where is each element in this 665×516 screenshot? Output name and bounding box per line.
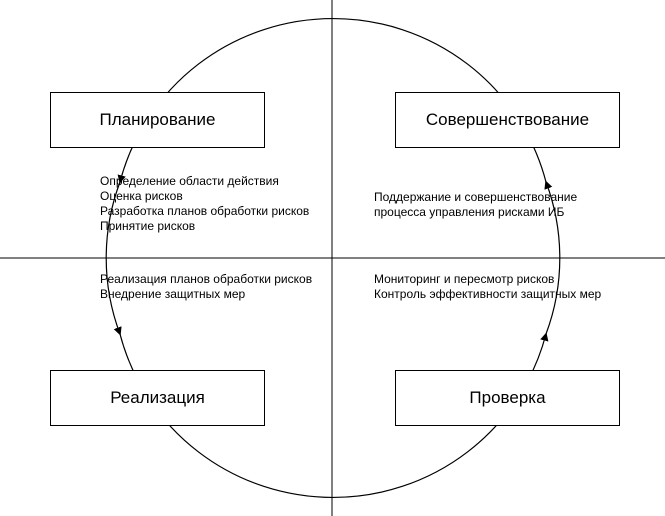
box-realization: Реализация [50,370,265,426]
axes-and-arcs [0,0,665,516]
desc-check: Мониторинг и пересмотр рисков Контроль э… [374,272,634,302]
box-improvement: Совершенствование [395,92,620,148]
box-check: Проверка [395,370,620,426]
box-improvement-label: Совершенствование [426,110,589,130]
box-realization-label: Реализация [110,388,205,408]
box-planning-label: Планирование [99,110,215,130]
desc-planning: Определение области действия Оценка риск… [100,174,325,234]
box-planning: Планирование [50,92,265,148]
diagram-stage: Планирование Совершенствование Реализаци… [0,0,665,516]
desc-realization: Реализация планов обработки рисков Внедр… [100,272,330,302]
box-check-label: Проверка [469,388,545,408]
desc-improvement: Поддержание и совершенствование процесса… [374,190,624,220]
